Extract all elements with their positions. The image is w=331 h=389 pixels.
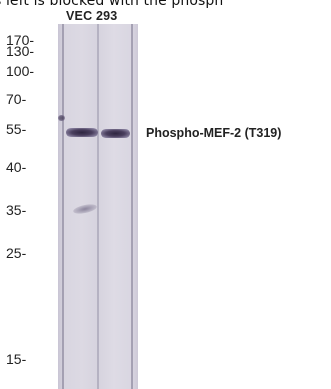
- edge-spot: [58, 115, 65, 121]
- lane-edge-right: [131, 24, 133, 389]
- marker-130: 130-: [6, 43, 35, 59]
- band-label: Phospho-MEF-2 (T319): [146, 126, 282, 140]
- lane-divider: [97, 24, 99, 389]
- protein-band-lane-1: [66, 128, 98, 137]
- marker-170: 170-: [6, 32, 35, 48]
- marker-40: 40-: [6, 159, 27, 175]
- marker-15: 15-: [6, 351, 27, 367]
- marker-70: 70-: [6, 91, 27, 107]
- protein-band-lane-2: [101, 129, 130, 138]
- caption-fragment: s left is blocked with the phosph: [0, 0, 224, 9]
- marker-35: 35-: [6, 202, 27, 218]
- marker-100: 100-: [6, 63, 35, 79]
- lane-edge-left: [62, 24, 64, 389]
- marker-55: 55-: [6, 121, 27, 137]
- lane-header: VEC 293: [66, 9, 118, 23]
- marker-25: 25-: [6, 245, 27, 261]
- blot-membrane: [58, 24, 138, 389]
